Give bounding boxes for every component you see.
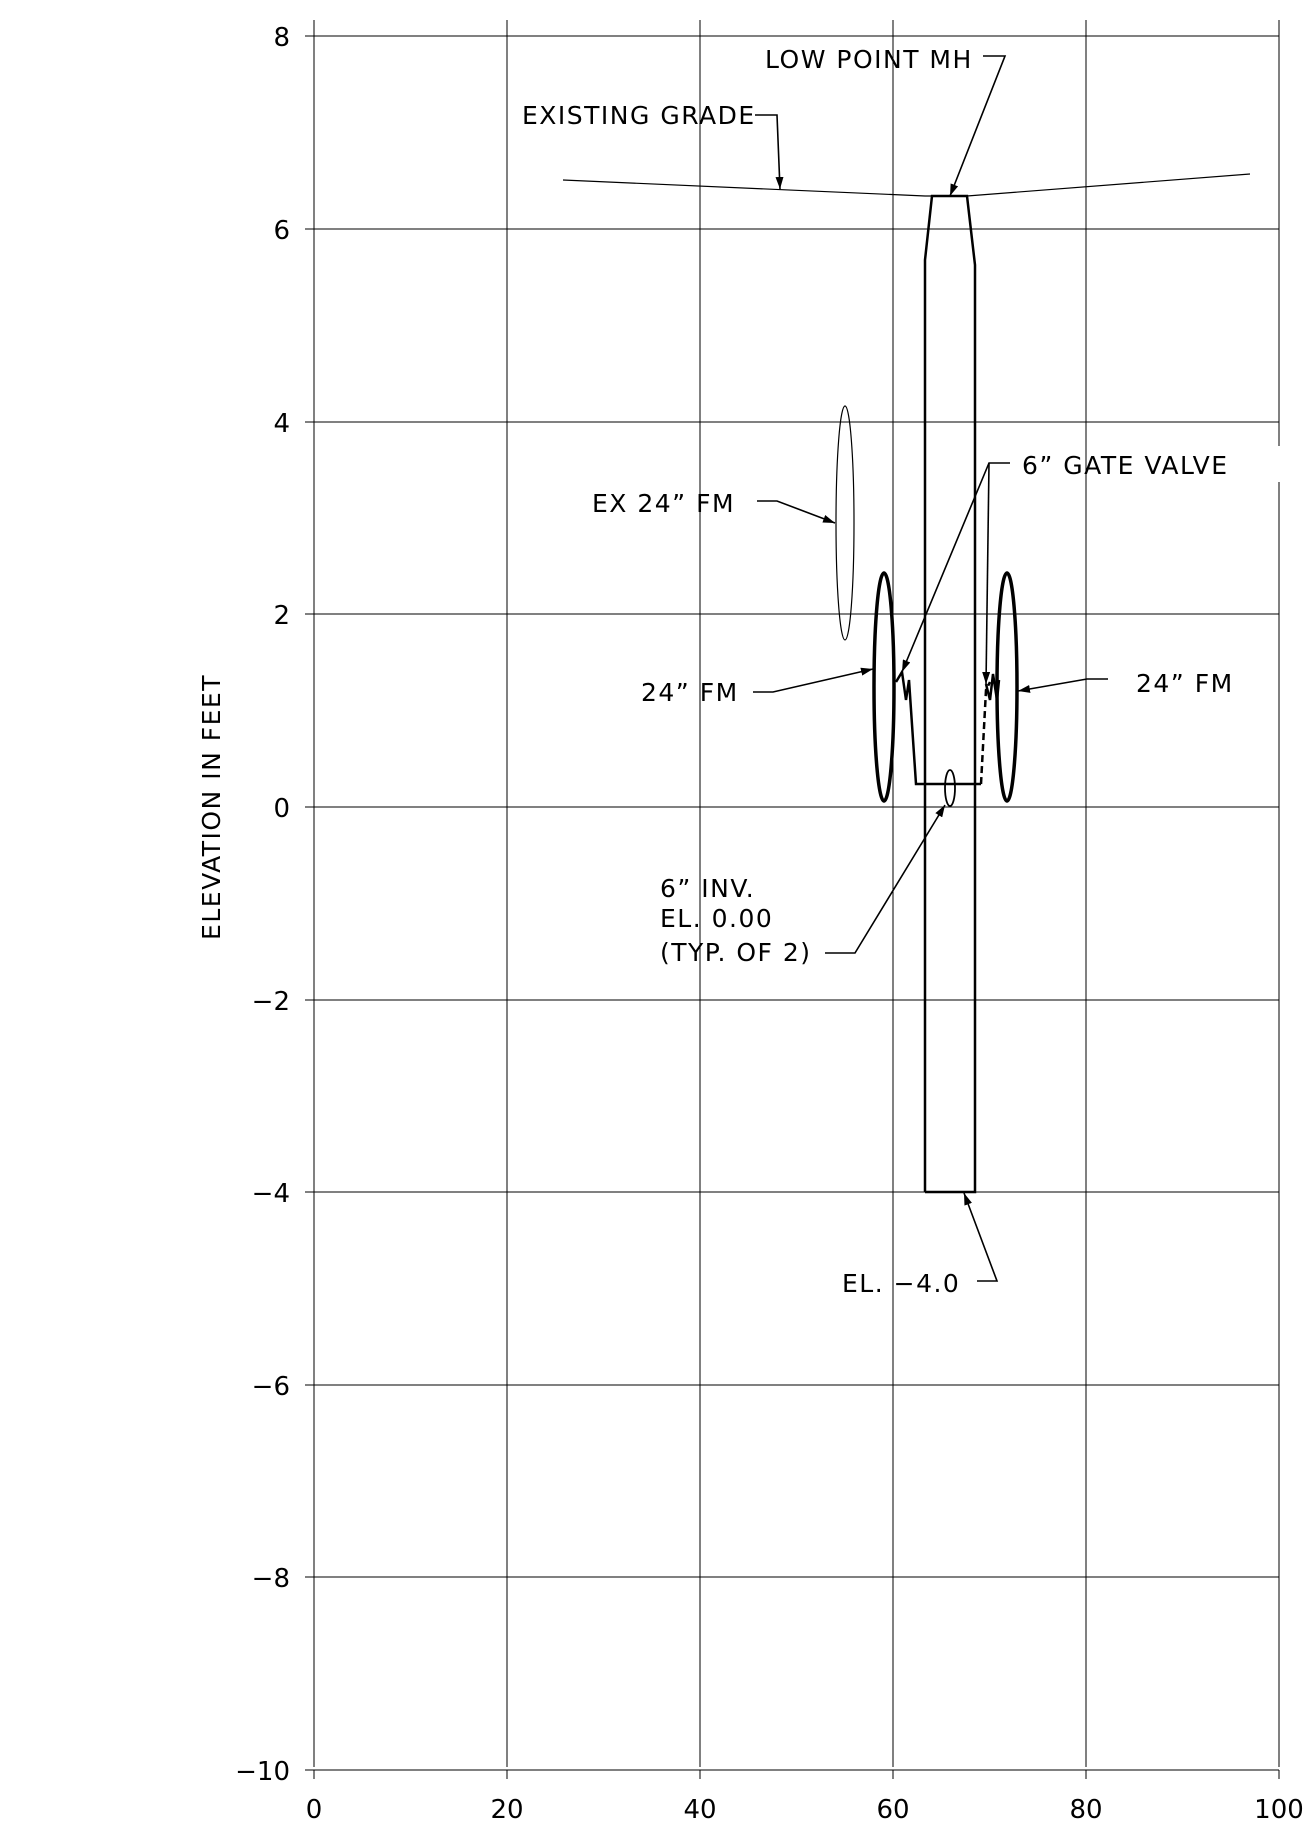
leader-6-inv xyxy=(825,804,946,954)
label-inv-line3: (TYP. OF 2) xyxy=(660,938,812,967)
leader-gate-valve-right xyxy=(982,462,991,685)
label-gate-valve: 6” GATE VALVE xyxy=(1022,451,1229,480)
y-tick-label: 2 xyxy=(273,601,290,631)
leader-low-point-mh xyxy=(949,55,1007,197)
y-tick-label: 6 xyxy=(273,216,290,246)
y-tick-label: −6 xyxy=(252,1372,290,1402)
label-ex-24-fm: EX 24” FM xyxy=(592,489,735,518)
leader-ex-24-fm xyxy=(757,500,836,524)
manhole-outline xyxy=(923,194,977,1194)
label-low-point-mh: LOW POINT MH xyxy=(765,45,973,74)
x-tick-label: 100 xyxy=(1254,1795,1304,1825)
manhole-structure xyxy=(923,194,977,1194)
label-inv-line2: EL. 0.00 xyxy=(660,904,773,933)
y-tick-labels: 8 6 4 2 0 −2 −4 −6 −8 −10 xyxy=(235,23,290,1787)
x-tick-label: 0 xyxy=(306,1795,323,1825)
existing-grade-line xyxy=(562,173,1251,197)
left-branch-pipe xyxy=(894,668,925,786)
label-24-fm-left: 24” FM xyxy=(641,678,739,707)
y-tick-label: −10 xyxy=(235,1757,290,1787)
ex-24-fm-pipe xyxy=(835,405,855,641)
right-24-fm-pipe xyxy=(995,571,1019,803)
y-tick-label: −2 xyxy=(252,987,290,1017)
x-tick-label: 80 xyxy=(1069,1795,1102,1825)
internal-piping xyxy=(894,668,1001,807)
leaders xyxy=(753,55,1108,1282)
leader-24-fm-right xyxy=(1017,678,1108,693)
inverts-ellipse xyxy=(944,769,956,807)
annotations: LOW POINT MH EXISTING GRADE 6” GATE VALV… xyxy=(522,45,1234,1298)
y-tick-label: −8 xyxy=(252,1564,290,1594)
label-inv-line1: 6” INV. xyxy=(660,874,755,903)
leader-el-bottom xyxy=(963,1192,999,1282)
x-tick-labels: 0 20 40 60 80 100 xyxy=(306,1795,1304,1825)
left-24-fm-pipe xyxy=(872,571,896,803)
y-tick-label: 4 xyxy=(273,409,290,439)
y-axis-title: ELEVATION IN FEET xyxy=(197,674,226,940)
label-existing-grade: EXISTING GRADE xyxy=(522,101,756,130)
x-tick-label: 60 xyxy=(876,1795,909,1825)
leader-gate-valve-left xyxy=(901,462,1010,673)
leader-existing-grade xyxy=(755,114,784,190)
y-tick-label: 8 xyxy=(273,23,290,53)
x-tick-label: 40 xyxy=(683,1795,716,1825)
label-el-bottom: EL. −4.0 xyxy=(842,1269,960,1298)
leader-24-fm-left xyxy=(753,667,874,693)
y-tick-label: −4 xyxy=(252,1179,290,1209)
label-24-fm-right: 24” FM xyxy=(1136,669,1234,698)
grid xyxy=(305,20,1280,1779)
y-tick-label: 0 xyxy=(273,794,290,824)
right-branch-pipe xyxy=(979,681,992,785)
x-tick-label: 20 xyxy=(490,1795,523,1825)
